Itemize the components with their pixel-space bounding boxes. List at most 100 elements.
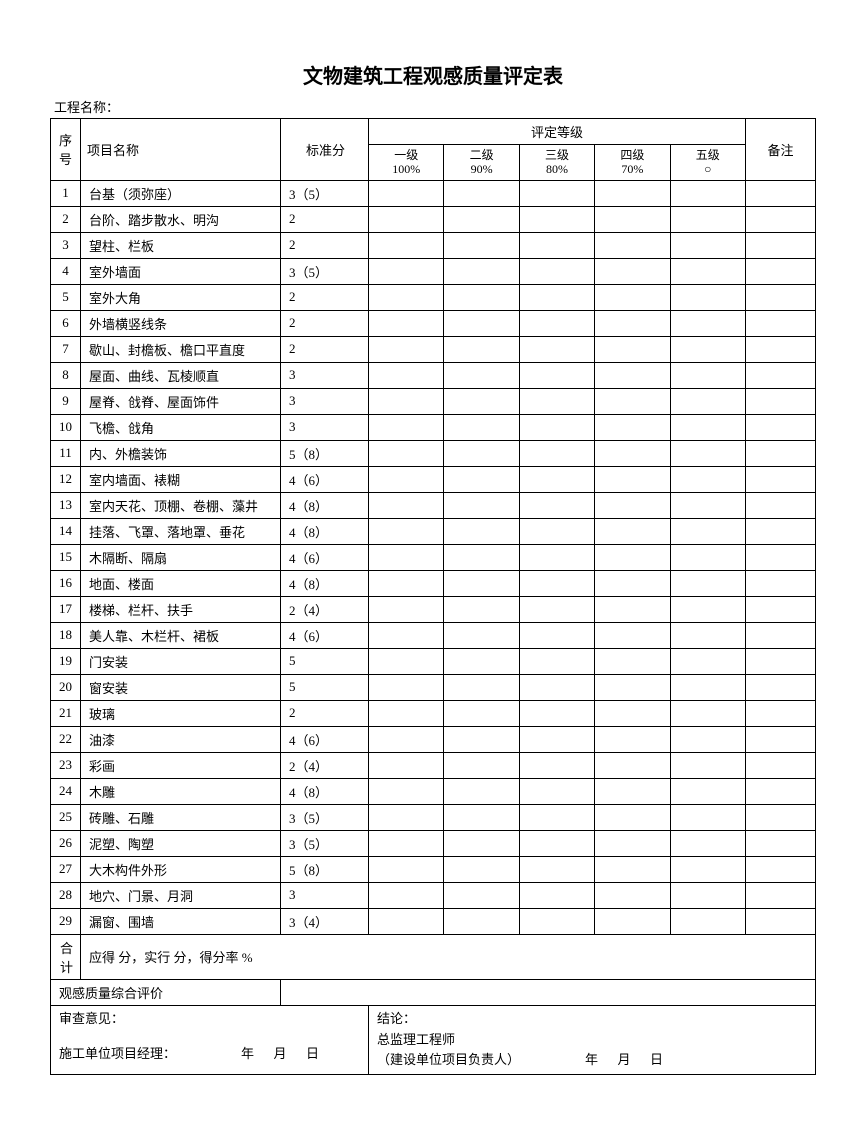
cell-grade-4[interactable] [595,180,670,206]
cell-grade-4[interactable] [595,908,670,934]
cell-grade-2[interactable] [444,648,519,674]
cell-grade-2[interactable] [444,284,519,310]
cell-remark[interactable] [746,596,816,622]
cell-grade-4[interactable] [595,206,670,232]
cell-remark[interactable] [746,830,816,856]
cell-grade-5[interactable] [670,856,745,882]
cell-grade-5[interactable] [670,440,745,466]
cell-grade-3[interactable] [519,492,594,518]
cell-grade-1[interactable] [369,518,444,544]
cell-grade-3[interactable] [519,570,594,596]
cell-grade-4[interactable] [595,778,670,804]
cell-grade-3[interactable] [519,596,594,622]
cell-grade-1[interactable] [369,466,444,492]
cell-grade-1[interactable] [369,336,444,362]
cell-grade-2[interactable] [444,596,519,622]
cell-grade-3[interactable] [519,206,594,232]
cell-remark[interactable] [746,908,816,934]
cell-remark[interactable] [746,674,816,700]
cell-grade-2[interactable] [444,310,519,336]
cell-grade-5[interactable] [670,414,745,440]
cell-grade-1[interactable] [369,908,444,934]
cell-remark[interactable] [746,882,816,908]
cell-grade-3[interactable] [519,362,594,388]
cell-grade-4[interactable] [595,674,670,700]
cell-grade-5[interactable] [670,778,745,804]
cell-grade-2[interactable] [444,206,519,232]
cell-grade-2[interactable] [444,518,519,544]
cell-grade-1[interactable] [369,596,444,622]
cell-grade-4[interactable] [595,232,670,258]
cell-grade-2[interactable] [444,414,519,440]
cell-remark[interactable] [746,310,816,336]
cell-grade-3[interactable] [519,388,594,414]
cell-remark[interactable] [746,622,816,648]
cell-grade-4[interactable] [595,518,670,544]
cell-grade-2[interactable] [444,700,519,726]
cell-grade-5[interactable] [670,908,745,934]
cell-grade-2[interactable] [444,752,519,778]
cell-remark[interactable] [746,752,816,778]
cell-grade-2[interactable] [444,830,519,856]
cell-remark[interactable] [746,336,816,362]
cell-grade-3[interactable] [519,622,594,648]
cell-grade-1[interactable] [369,882,444,908]
cell-grade-2[interactable] [444,622,519,648]
cell-grade-4[interactable] [595,622,670,648]
cell-grade-3[interactable] [519,544,594,570]
cell-grade-3[interactable] [519,518,594,544]
cell-grade-1[interactable] [369,440,444,466]
cell-grade-5[interactable] [670,362,745,388]
cell-grade-1[interactable] [369,180,444,206]
cell-remark[interactable] [746,492,816,518]
cell-grade-4[interactable] [595,284,670,310]
cell-remark[interactable] [746,180,816,206]
cell-grade-5[interactable] [670,258,745,284]
cell-grade-5[interactable] [670,492,745,518]
cell-grade-5[interactable] [670,726,745,752]
cell-grade-1[interactable] [369,362,444,388]
cell-grade-2[interactable] [444,882,519,908]
cell-grade-2[interactable] [444,258,519,284]
cell-grade-5[interactable] [670,284,745,310]
cell-grade-4[interactable] [595,440,670,466]
cell-grade-1[interactable] [369,726,444,752]
cell-grade-5[interactable] [670,336,745,362]
cell-remark[interactable] [746,206,816,232]
cell-grade-3[interactable] [519,804,594,830]
cell-grade-5[interactable] [670,674,745,700]
cell-grade-1[interactable] [369,310,444,336]
cell-remark[interactable] [746,570,816,596]
cell-grade-3[interactable] [519,440,594,466]
cell-grade-1[interactable] [369,752,444,778]
cell-grade-5[interactable] [670,700,745,726]
cell-grade-3[interactable] [519,232,594,258]
cell-grade-5[interactable] [670,648,745,674]
cell-grade-1[interactable] [369,206,444,232]
cell-grade-5[interactable] [670,622,745,648]
cell-grade-4[interactable] [595,336,670,362]
cell-grade-5[interactable] [670,310,745,336]
cell-grade-4[interactable] [595,856,670,882]
cell-remark[interactable] [746,414,816,440]
cell-grade-2[interactable] [444,804,519,830]
cell-grade-4[interactable] [595,752,670,778]
cell-grade-2[interactable] [444,544,519,570]
cell-grade-1[interactable] [369,388,444,414]
cell-grade-4[interactable] [595,882,670,908]
cell-grade-1[interactable] [369,804,444,830]
cell-grade-1[interactable] [369,778,444,804]
cell-grade-4[interactable] [595,804,670,830]
cell-grade-5[interactable] [670,570,745,596]
cell-grade-2[interactable] [444,778,519,804]
cell-grade-3[interactable] [519,778,594,804]
cell-remark[interactable] [746,388,816,414]
cell-grade-5[interactable] [670,388,745,414]
cell-grade-3[interactable] [519,700,594,726]
cell-remark[interactable] [746,804,816,830]
cell-grade-3[interactable] [519,180,594,206]
cell-grade-1[interactable] [369,232,444,258]
cell-grade-5[interactable] [670,518,745,544]
cell-grade-1[interactable] [369,258,444,284]
cell-remark[interactable] [746,700,816,726]
